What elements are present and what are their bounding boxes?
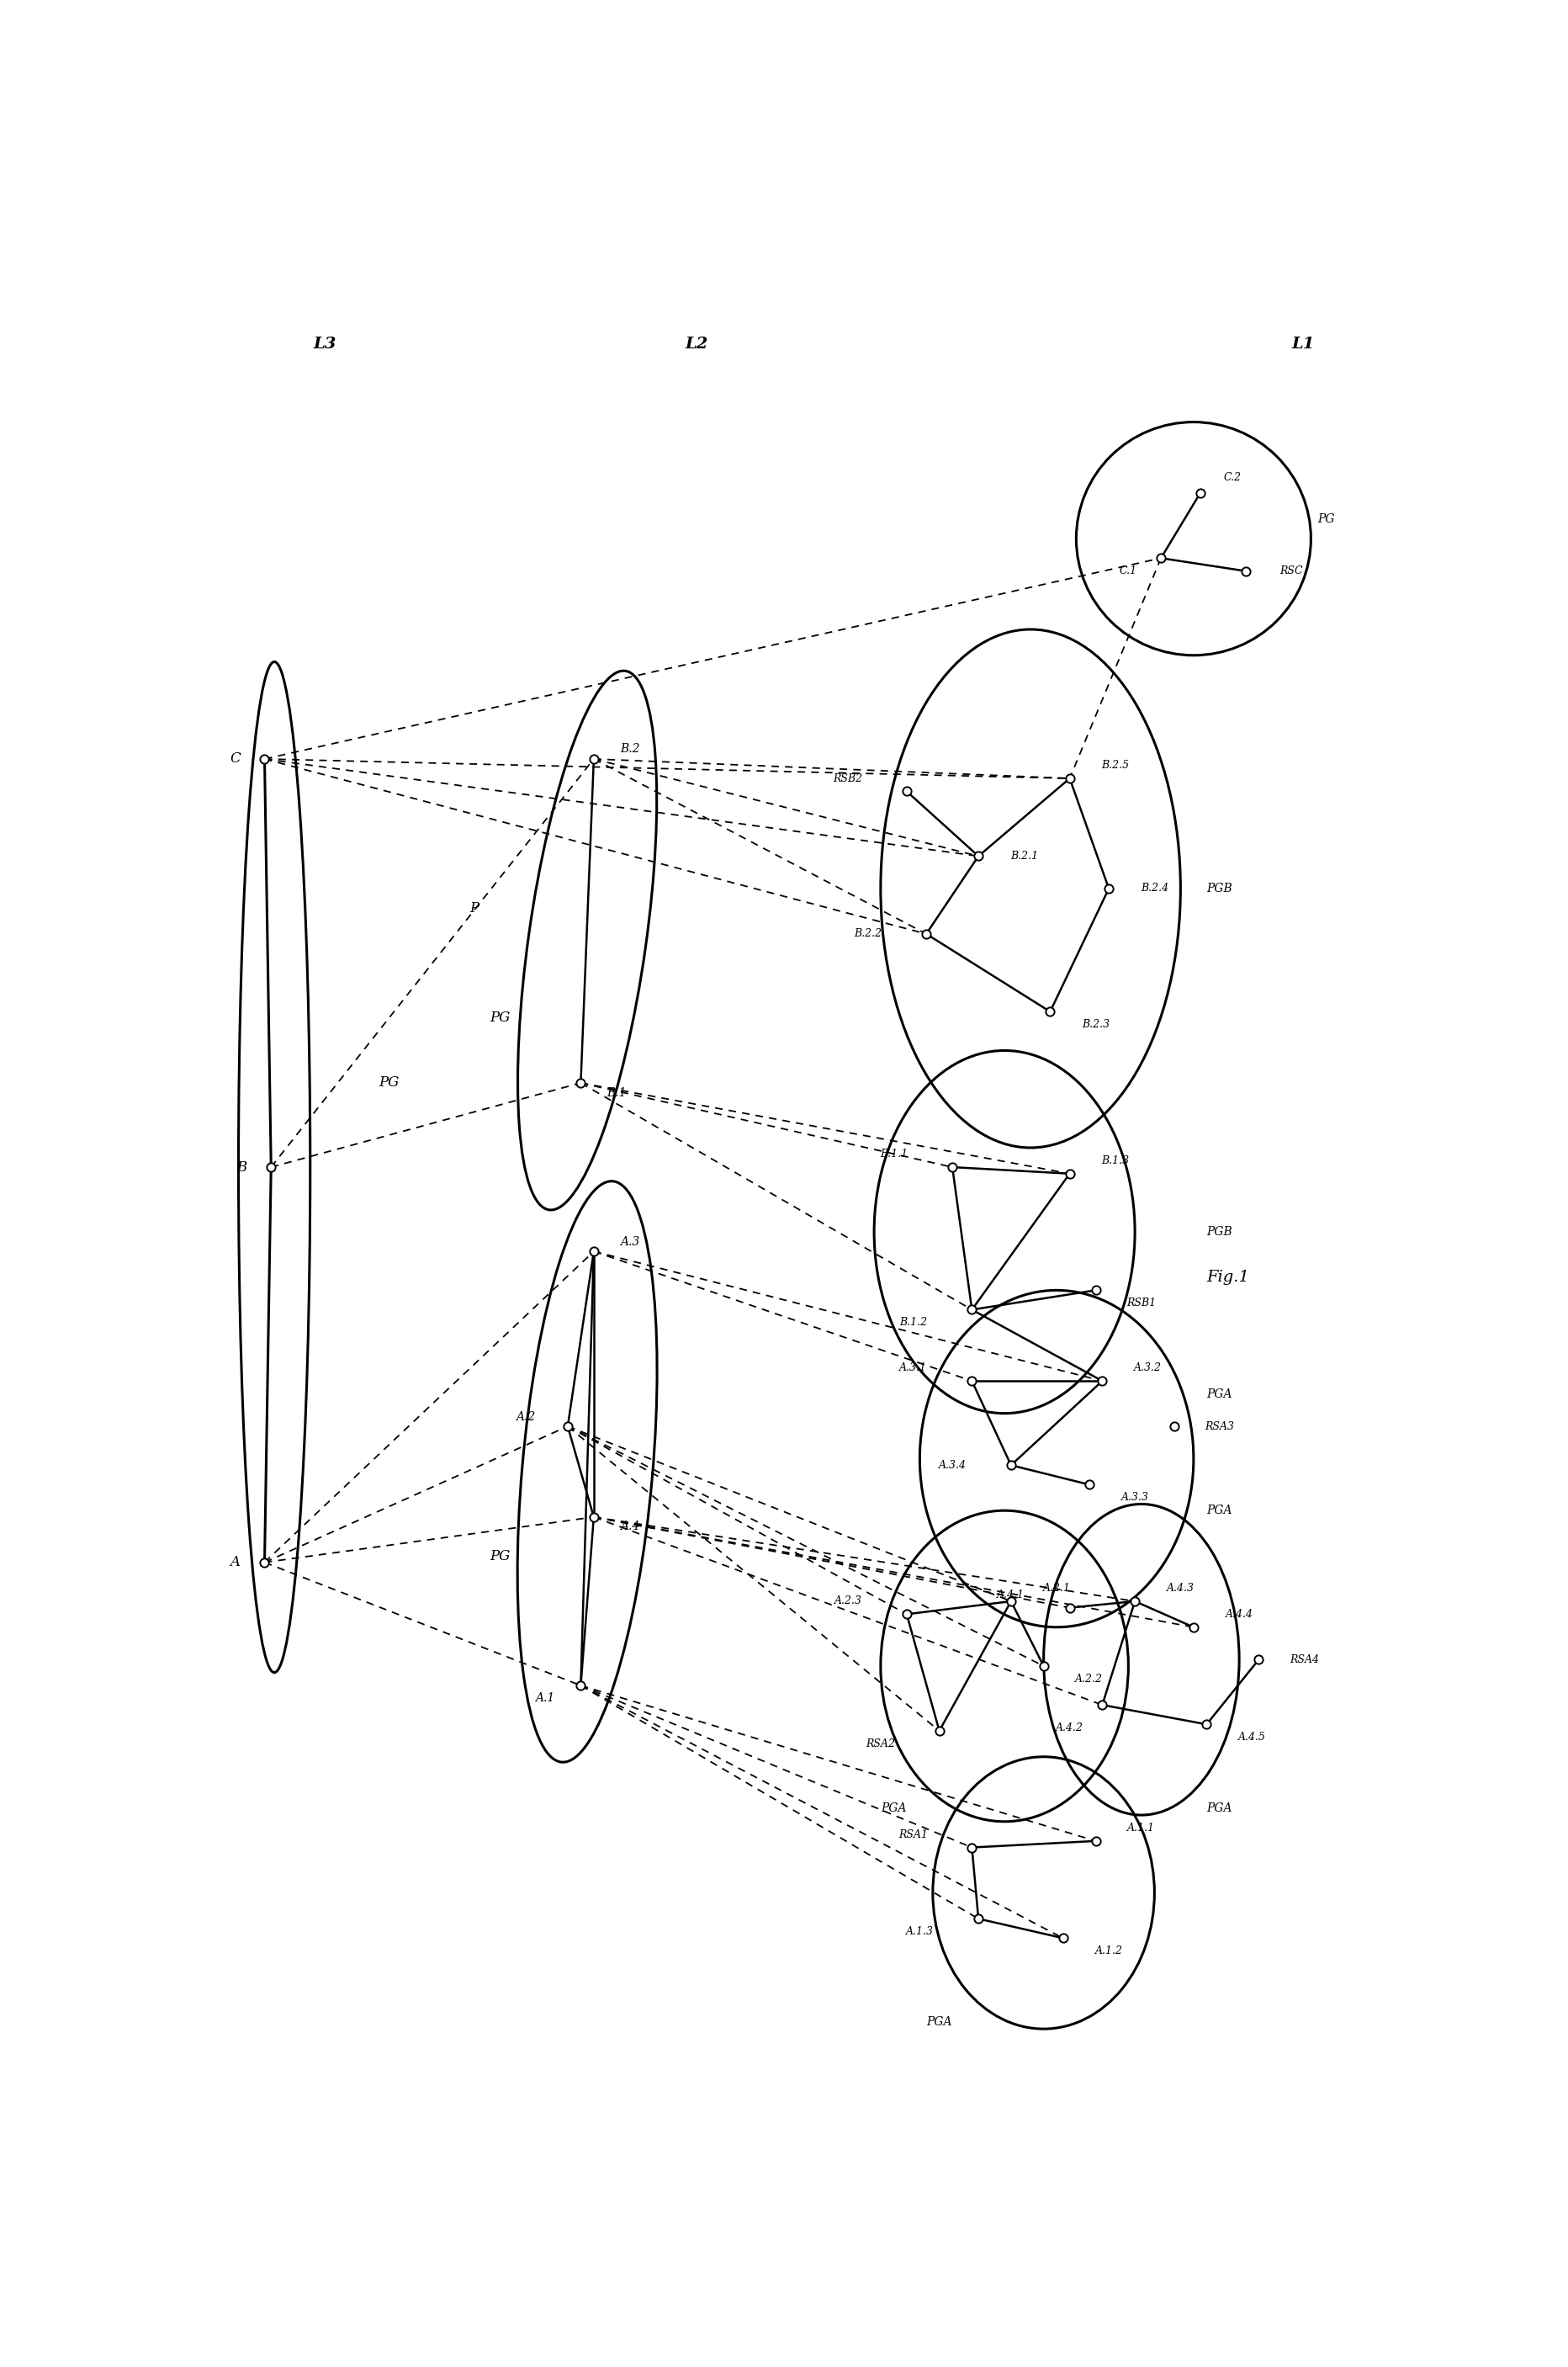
Point <box>966 1901 991 1939</box>
Text: B.2.1: B.2.1 <box>1010 850 1038 862</box>
Point <box>1082 1823 1107 1860</box>
Text: A.1: A.1 <box>535 1692 555 1704</box>
Text: A: A <box>230 1555 240 1569</box>
Point <box>1090 1685 1115 1723</box>
Point <box>960 1830 985 1868</box>
Text: B.1: B.1 <box>607 1086 626 1098</box>
Text: A.4.2: A.4.2 <box>1055 1723 1083 1733</box>
Text: A.4.3: A.4.3 <box>1167 1584 1193 1593</box>
Point <box>1057 1588 1082 1626</box>
Point <box>960 1290 985 1328</box>
Point <box>997 1581 1022 1619</box>
Text: A.2.3: A.2.3 <box>834 1595 861 1607</box>
Text: PGB: PGB <box>1206 883 1232 895</box>
Point <box>1148 540 1173 578</box>
Text: B.2: B.2 <box>619 743 640 755</box>
Text: PGA: PGA <box>1206 1387 1231 1399</box>
Text: A.4.5: A.4.5 <box>1237 1733 1265 1742</box>
Text: B.2.2: B.2.2 <box>853 928 881 940</box>
Point <box>1096 869 1121 907</box>
Point <box>568 1666 593 1704</box>
Text: B.2.3: B.2.3 <box>1082 1020 1109 1030</box>
Text: B.1.1: B.1.1 <box>880 1148 908 1160</box>
Point <box>555 1408 580 1446</box>
Text: B: B <box>237 1160 246 1174</box>
Text: B.1.2: B.1.2 <box>898 1316 927 1328</box>
Text: C: C <box>230 753 240 767</box>
Text: A.4: A.4 <box>619 1522 640 1534</box>
Text: PGA: PGA <box>1206 1505 1231 1517</box>
Text: B.2.4: B.2.4 <box>1140 883 1168 895</box>
Text: A.3.2: A.3.2 <box>1134 1363 1162 1373</box>
Text: PG: PG <box>489 1011 510 1025</box>
Text: RSA2: RSA2 <box>866 1737 895 1749</box>
Text: RSA4: RSA4 <box>1289 1655 1319 1664</box>
Text: PGA: PGA <box>1206 1804 1231 1815</box>
Text: A.2: A.2 <box>516 1411 535 1423</box>
Text: RSB2: RSB2 <box>833 774 862 783</box>
Text: A.1.3: A.1.3 <box>905 1927 933 1936</box>
Point <box>1245 1640 1270 1678</box>
Point <box>580 741 605 779</box>
Point <box>1121 1581 1146 1619</box>
Point <box>580 1498 605 1536</box>
Point <box>894 1595 919 1633</box>
Text: RSA1: RSA1 <box>898 1830 927 1839</box>
Text: A.1.2: A.1.2 <box>1094 1946 1123 1958</box>
Text: PG: PG <box>378 1075 398 1091</box>
Text: A.4.4: A.4.4 <box>1225 1610 1253 1619</box>
Point <box>939 1148 964 1186</box>
Point <box>927 1711 952 1749</box>
Text: A.3: A.3 <box>619 1236 640 1247</box>
Point <box>1076 1465 1101 1503</box>
Text: A.2.2: A.2.2 <box>1074 1673 1102 1685</box>
Point <box>960 1361 985 1399</box>
Point <box>1082 1271 1107 1309</box>
Text: PG: PG <box>489 1548 510 1562</box>
Point <box>1030 1647 1055 1685</box>
Text: C.2: C.2 <box>1223 471 1240 483</box>
Text: A.2.1: A.2.1 <box>1043 1584 1069 1593</box>
Text: PGA: PGA <box>925 2017 952 2029</box>
Point <box>1160 1408 1185 1446</box>
Text: L2: L2 <box>685 336 707 353</box>
Point <box>259 1148 284 1186</box>
Text: B.2.5: B.2.5 <box>1101 760 1129 772</box>
Point <box>580 1233 605 1271</box>
Text: PGB: PGB <box>1206 1226 1232 1238</box>
Point <box>1057 1155 1082 1193</box>
Point <box>252 1543 278 1581</box>
Text: P: P <box>470 902 478 916</box>
Point <box>1051 1920 1076 1958</box>
Point <box>966 838 991 876</box>
Text: B.1.3: B.1.3 <box>1101 1155 1129 1167</box>
Text: Fig.1: Fig.1 <box>1206 1269 1248 1285</box>
Text: C.1: C.1 <box>1120 566 1137 578</box>
Point <box>1181 1607 1206 1645</box>
Point <box>1193 1704 1218 1742</box>
Point <box>1036 992 1062 1030</box>
Text: PGA: PGA <box>880 1804 906 1815</box>
Text: L3: L3 <box>314 336 336 353</box>
Text: A.3.3: A.3.3 <box>1121 1491 1148 1503</box>
Text: L1: L1 <box>1290 336 1314 353</box>
Point <box>894 772 919 810</box>
Point <box>913 916 938 954</box>
Point <box>997 1446 1022 1484</box>
Text: RSC: RSC <box>1279 566 1303 578</box>
Text: RSA3: RSA3 <box>1204 1420 1234 1432</box>
Point <box>1232 552 1258 589</box>
Text: A.3.4: A.3.4 <box>938 1460 966 1470</box>
Text: A.3.1: A.3.1 <box>898 1363 927 1373</box>
Point <box>1187 473 1212 511</box>
Text: A.1.1: A.1.1 <box>1127 1823 1154 1834</box>
Point <box>1090 1361 1115 1399</box>
Text: RSB1: RSB1 <box>1126 1297 1156 1309</box>
Point <box>252 741 278 779</box>
Text: A.4.1: A.4.1 <box>997 1588 1024 1600</box>
Point <box>568 1065 593 1103</box>
Point <box>1057 760 1082 798</box>
Text: PG: PG <box>1317 514 1334 525</box>
